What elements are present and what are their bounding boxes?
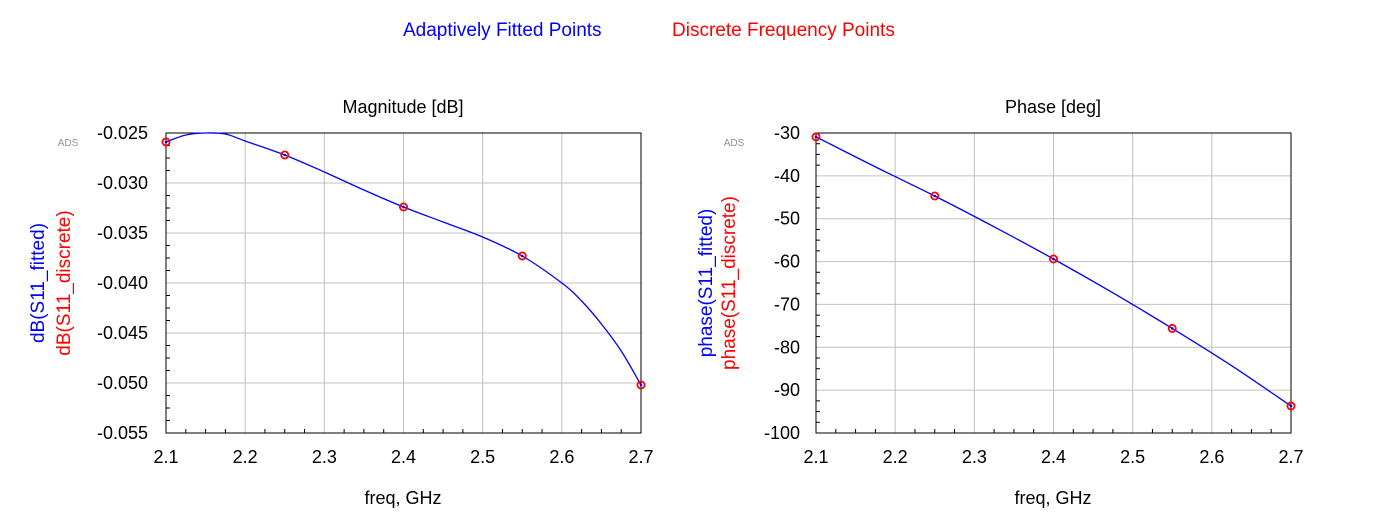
ads-watermark: ADS <box>58 138 79 149</box>
phase-chart: 2.1 2.2 2.3 2.4 2.5 2.6 2.7 -30 -40 -50 -60 -70 -80 -… <box>696 97 1304 508</box>
y-axis-label-fitted: phase(S11_fitted) <box>696 209 717 358</box>
y-tick-label: -0.055 <box>97 423 148 443</box>
y-tick-label: -70 <box>774 294 800 314</box>
y-tick-label: -60 <box>774 252 800 272</box>
x-axis-label: freq, GHz <box>364 488 441 508</box>
y-tick-label: -80 <box>774 337 800 357</box>
y-tick-label: -0.045 <box>97 323 148 343</box>
magnitude-chart: 2.1 2.2 2.3 2.4 2.5 2.6 2.7 -0.025 -0.030 -0.035 -… <box>28 97 654 508</box>
x-tick-label: 2.3 <box>962 447 987 467</box>
plot-frame <box>165 132 642 434</box>
legend-discrete: Discrete Frequency Points <box>672 20 895 41</box>
fitted-point-dot <box>933 194 937 198</box>
y-tick-label: -0.050 <box>97 373 148 393</box>
x-tick-label: 2.1 <box>803 447 828 467</box>
y-axis-label-discrete: phase(S11_discrete) <box>719 196 740 370</box>
plot-frame <box>815 132 1292 434</box>
x-tick-label: 2.4 <box>1041 447 1066 467</box>
discrete-point <box>930 191 940 201</box>
y-tick-label: -0.035 <box>97 223 148 243</box>
discrete-point <box>161 137 171 147</box>
x-tick-label: 2.1 <box>153 447 178 467</box>
y-tick-label: -100 <box>764 423 800 443</box>
fitted-point-dot <box>639 383 643 387</box>
y-tick-label: -30 <box>774 123 800 143</box>
x-tick-label: 2.3 <box>312 447 337 467</box>
y-tick-label: -0.030 <box>97 173 148 193</box>
x-axis-label: freq, GHz <box>1014 488 1091 508</box>
fitted-point-dot <box>1170 327 1174 330</box>
discrete-point <box>1049 254 1059 264</box>
fitted-point-dot <box>520 254 524 258</box>
x-tick-label: 2.7 <box>628 447 653 467</box>
discrete-point <box>636 380 646 390</box>
x-tick-label: 2.6 <box>549 447 574 467</box>
discrete-point <box>811 132 821 142</box>
x-tick-label: 2.2 <box>233 447 258 467</box>
fitted-point-dot <box>164 140 168 144</box>
discrete-point <box>1286 401 1296 411</box>
y-axis-label-discrete: dB(S11_discrete) <box>54 210 75 355</box>
x-tick-label: 2.7 <box>1278 447 1303 467</box>
x-tick-label: 2.5 <box>1120 447 1145 467</box>
chart-title: Magnitude [dB] <box>342 97 463 117</box>
ads-watermark: ADS <box>724 138 745 149</box>
discrete-point <box>1167 323 1177 333</box>
y-tick-label: -90 <box>774 380 800 400</box>
y-axis-label-fitted: dB(S11_fitted) <box>28 223 49 343</box>
x-tick-label: 2.2 <box>883 447 908 467</box>
fitted-point-dot <box>1289 404 1293 408</box>
x-tick-label: 2.6 <box>1199 447 1224 467</box>
fitted-point-dot <box>402 205 405 209</box>
y-tick-label: -40 <box>774 166 800 186</box>
legend-fitted: Adaptively Fitted Points <box>403 20 602 41</box>
y-tick-label: -0.025 <box>97 123 148 143</box>
fitted-point-dot <box>814 135 818 139</box>
discrete-point <box>398 202 408 212</box>
discrete-point <box>280 150 290 160</box>
x-tick-label: 2.4 <box>391 447 416 467</box>
chart-title: Phase [deg] <box>1005 97 1101 117</box>
y-tick-label: -50 <box>774 209 800 229</box>
fitted-point-dot <box>1052 257 1055 261</box>
fitted-point-dot <box>283 153 287 157</box>
x-tick-label: 2.5 <box>470 447 495 467</box>
discrete-point <box>517 251 527 261</box>
y-tick-label: -0.040 <box>97 273 148 293</box>
